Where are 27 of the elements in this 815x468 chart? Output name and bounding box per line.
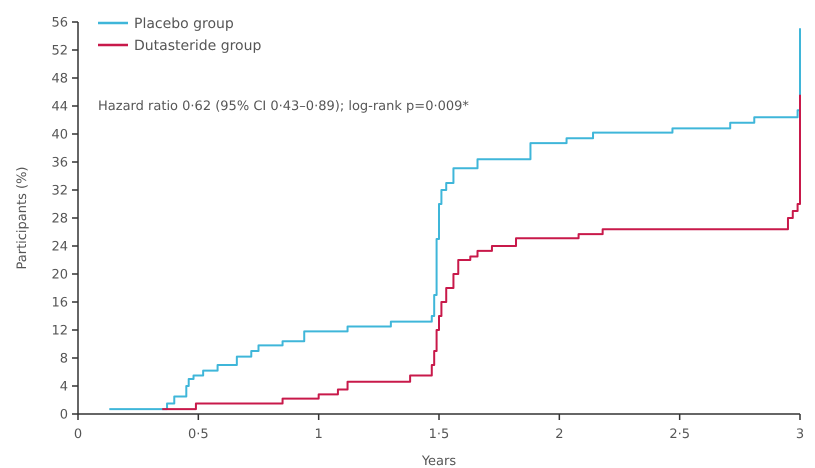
y-tick-label: 40 [51,128,68,143]
y-tick-label: 36 [51,156,68,171]
x-tick-label: 2 [555,427,564,442]
x-tick-label: 0·5 [188,427,209,442]
x-axis-title: Years [420,454,456,468]
y-tick-label: 0 [60,408,68,423]
y-tick-label: 56 [51,16,68,31]
y-tick-label: 52 [51,44,68,59]
y-tick-label: 44 [51,100,68,115]
y-tick-label: 12 [51,324,68,339]
y-tick-label: 8 [60,352,68,367]
x-tick-label: 1·5 [428,427,450,442]
x-tick-label: 1 [314,427,323,442]
x-tick-label: 0 [74,427,82,442]
y-tick-label: 32 [51,184,68,199]
y-tick-label: 28 [51,212,68,227]
y-axis-title: Participants (%) [15,166,30,270]
y-tick-label: 4 [60,380,68,395]
x-tick-label: 2·5 [669,427,690,442]
y-tick-label: 16 [51,296,68,311]
legend-label: Placebo group [134,16,234,32]
x-tick-label: 3 [796,427,804,442]
legend-label: Dutasteride group [134,38,262,54]
annotation: Hazard ratio 0·62 (95% CI 0·43–0·89); log-rank p=0·009* [98,99,470,114]
y-tick-label: 20 [51,268,68,283]
y-tick-label: 24 [51,240,68,255]
y-tick-label: 48 [51,72,68,87]
